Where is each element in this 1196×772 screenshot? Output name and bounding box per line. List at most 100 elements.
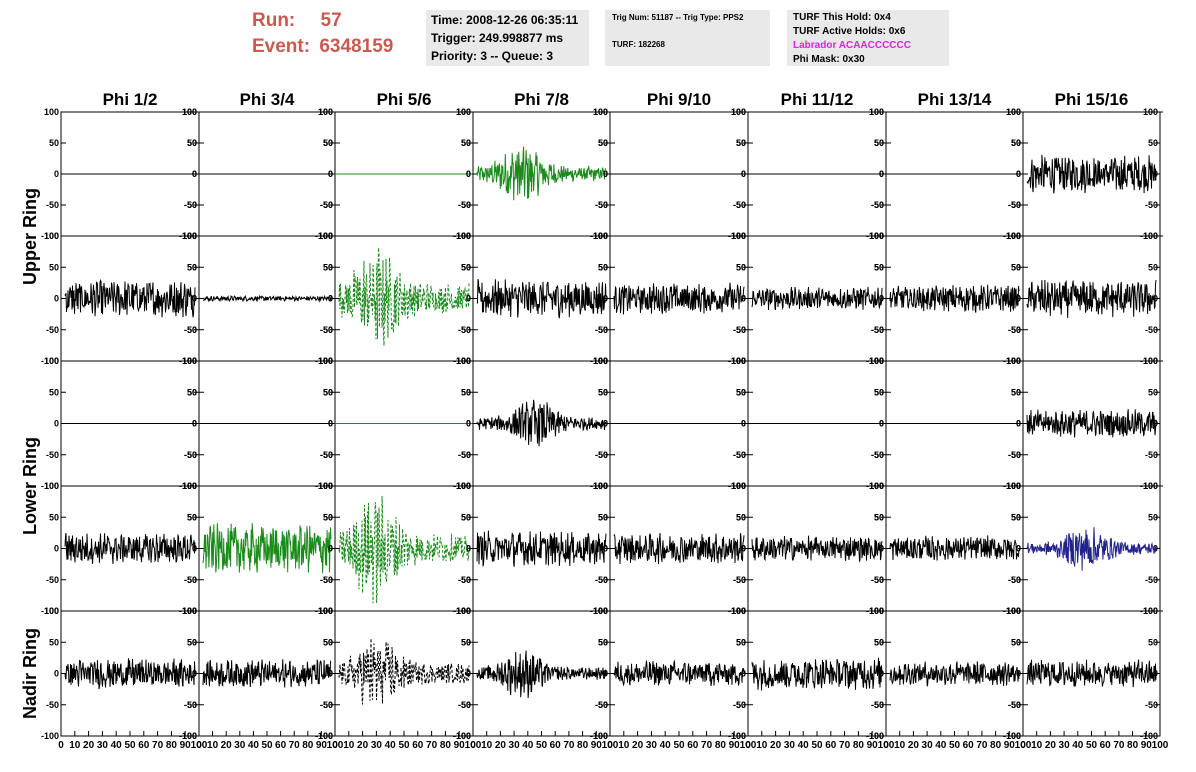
y-tick-label: 50 — [323, 387, 333, 397]
y-tick-label: 50 — [461, 512, 471, 522]
y-tick-label: 0 — [741, 544, 746, 554]
y-tick-label: -100 — [453, 731, 471, 741]
y-tick-label: -50 — [458, 450, 471, 460]
y-tick-label: 100 — [1006, 481, 1021, 491]
y-tick-label: 50 — [1011, 637, 1021, 647]
y-tick-label: 50 — [598, 637, 608, 647]
y-tick-label: 100 — [456, 356, 471, 366]
y-tick-label: 100 — [731, 606, 746, 616]
y-tick-label: -50 — [458, 450, 471, 460]
x-tick-label: 10 — [756, 740, 768, 751]
y-tick-label: -50 — [458, 200, 471, 210]
x-tick-label: 20 — [495, 740, 507, 751]
y-tick-label: 100 — [182, 231, 197, 241]
y-tick-label: -50 — [320, 450, 333, 460]
y-tick-label: -100 — [41, 231, 59, 241]
x-tick-label: 100 — [327, 740, 344, 751]
turf-active-holds-text: TURF Active Holds: 0x6 — [793, 26, 906, 37]
y-tick-label: -100 — [590, 731, 608, 741]
y-tick-label: 50 — [874, 262, 884, 272]
x-tick-label: 60 — [275, 740, 287, 751]
y-tick-label: -50 — [184, 200, 197, 210]
y-tick-label: 100 — [44, 231, 59, 241]
y-tick-label: 50 — [187, 262, 197, 272]
y-tick-label: -50 — [458, 700, 471, 710]
y-tick-label: 100 — [1143, 231, 1158, 241]
x-tick-label: 10 — [69, 740, 81, 751]
y-tick-label: 50 — [461, 138, 471, 148]
x-tick-label: 20 — [770, 740, 782, 751]
y-tick-label: -50 — [320, 200, 333, 210]
y-tick-label: 0 — [54, 419, 59, 429]
y-tick-label: 50 — [598, 262, 608, 272]
waveform-trace — [202, 523, 332, 574]
panel-frame — [60, 485, 200, 612]
y-tick-label: -50 — [1145, 325, 1158, 335]
y-tick-label: -50 — [1008, 325, 1021, 335]
y-tick-label: 100 — [182, 356, 197, 366]
waveform-trace — [889, 661, 1020, 687]
y-tick-label: 100 — [1006, 606, 1021, 616]
y-tick-label: 100 — [869, 606, 884, 616]
y-tick-label: 100 — [1143, 481, 1158, 491]
x-tick-label: 40 — [1072, 740, 1084, 751]
x-tick-label: 30 — [97, 740, 109, 751]
y-tick-label: 50 — [736, 512, 746, 522]
run-value: 57 — [320, 10, 342, 31]
y-tick-label: 100 — [593, 606, 608, 616]
x-tick-label: 0 — [745, 740, 751, 751]
y-tick-label: -50 — [458, 575, 471, 585]
y-tick-label: -50 — [46, 450, 59, 460]
y-tick-label: -50 — [595, 700, 608, 710]
y-tick-label: -50 — [871, 450, 884, 460]
x-tick-label: 10 — [894, 740, 906, 751]
y-tick-label: 0 — [603, 544, 608, 554]
y-tick-label: 50 — [187, 387, 197, 397]
y-tick-label: 100 — [318, 231, 333, 241]
x-tick-label: 50 — [673, 740, 685, 751]
waveform-trace — [476, 146, 607, 201]
waveform-trace — [338, 638, 470, 705]
y-tick-label: 100 — [731, 356, 746, 366]
y-tick-label: 0 — [603, 294, 608, 304]
y-tick-label: 100 — [456, 107, 471, 117]
y-tick-label: -100 — [41, 731, 59, 741]
y-tick-label: 100 — [593, 481, 608, 491]
y-tick-label: 100 — [731, 231, 746, 241]
y-tick-label: 0 — [192, 169, 197, 179]
y-tick-label: 100 — [1143, 107, 1158, 117]
x-tick-label: 90 — [729, 740, 741, 751]
y-tick-label: 0 — [54, 169, 59, 179]
y-tick-label: 50 — [323, 262, 333, 272]
y-tick-label: -50 — [595, 200, 608, 210]
time-info-box: Time: 2008-12-26 06:35:11 Trigger: 249.9… — [426, 10, 589, 66]
y-tick-label: -100 — [1003, 731, 1021, 741]
x-tick-label: 20 — [632, 740, 644, 751]
x-tick-label: 50 — [949, 740, 961, 751]
y-tick-label: 50 — [187, 512, 197, 522]
run-label: Run: — [252, 10, 296, 31]
y-tick-label: 100 — [1006, 481, 1021, 491]
y-tick-label: -50 — [595, 700, 608, 710]
x-tick-label: 60 — [138, 740, 150, 751]
y-tick-label: 0 — [1016, 544, 1021, 554]
y-tick-label: 100 — [731, 107, 746, 117]
waveform-trace — [889, 535, 1020, 561]
y-tick-label: 50 — [874, 637, 884, 647]
y-tick-label: -50 — [184, 700, 197, 710]
y-tick-label: -50 — [458, 200, 471, 210]
x-tick-label: 70 — [701, 740, 713, 751]
y-tick-label: 100 — [731, 606, 746, 616]
y-tick-label: 0 — [328, 294, 333, 304]
y-tick-label: 0 — [54, 669, 59, 679]
y-tick-label: 100 — [731, 356, 746, 366]
y-tick-label: 50 — [736, 262, 746, 272]
ring-label: Upper Ring — [20, 188, 40, 285]
y-tick-label: -50 — [1008, 700, 1021, 710]
y-tick-label: 100 — [182, 107, 197, 117]
y-tick-label: 50 — [49, 387, 59, 397]
x-tick-label: 30 — [371, 740, 383, 751]
x-tick-label: 90 — [1004, 740, 1016, 751]
y-tick-label: 50 — [323, 637, 333, 647]
x-tick-label: 100 — [191, 740, 208, 751]
